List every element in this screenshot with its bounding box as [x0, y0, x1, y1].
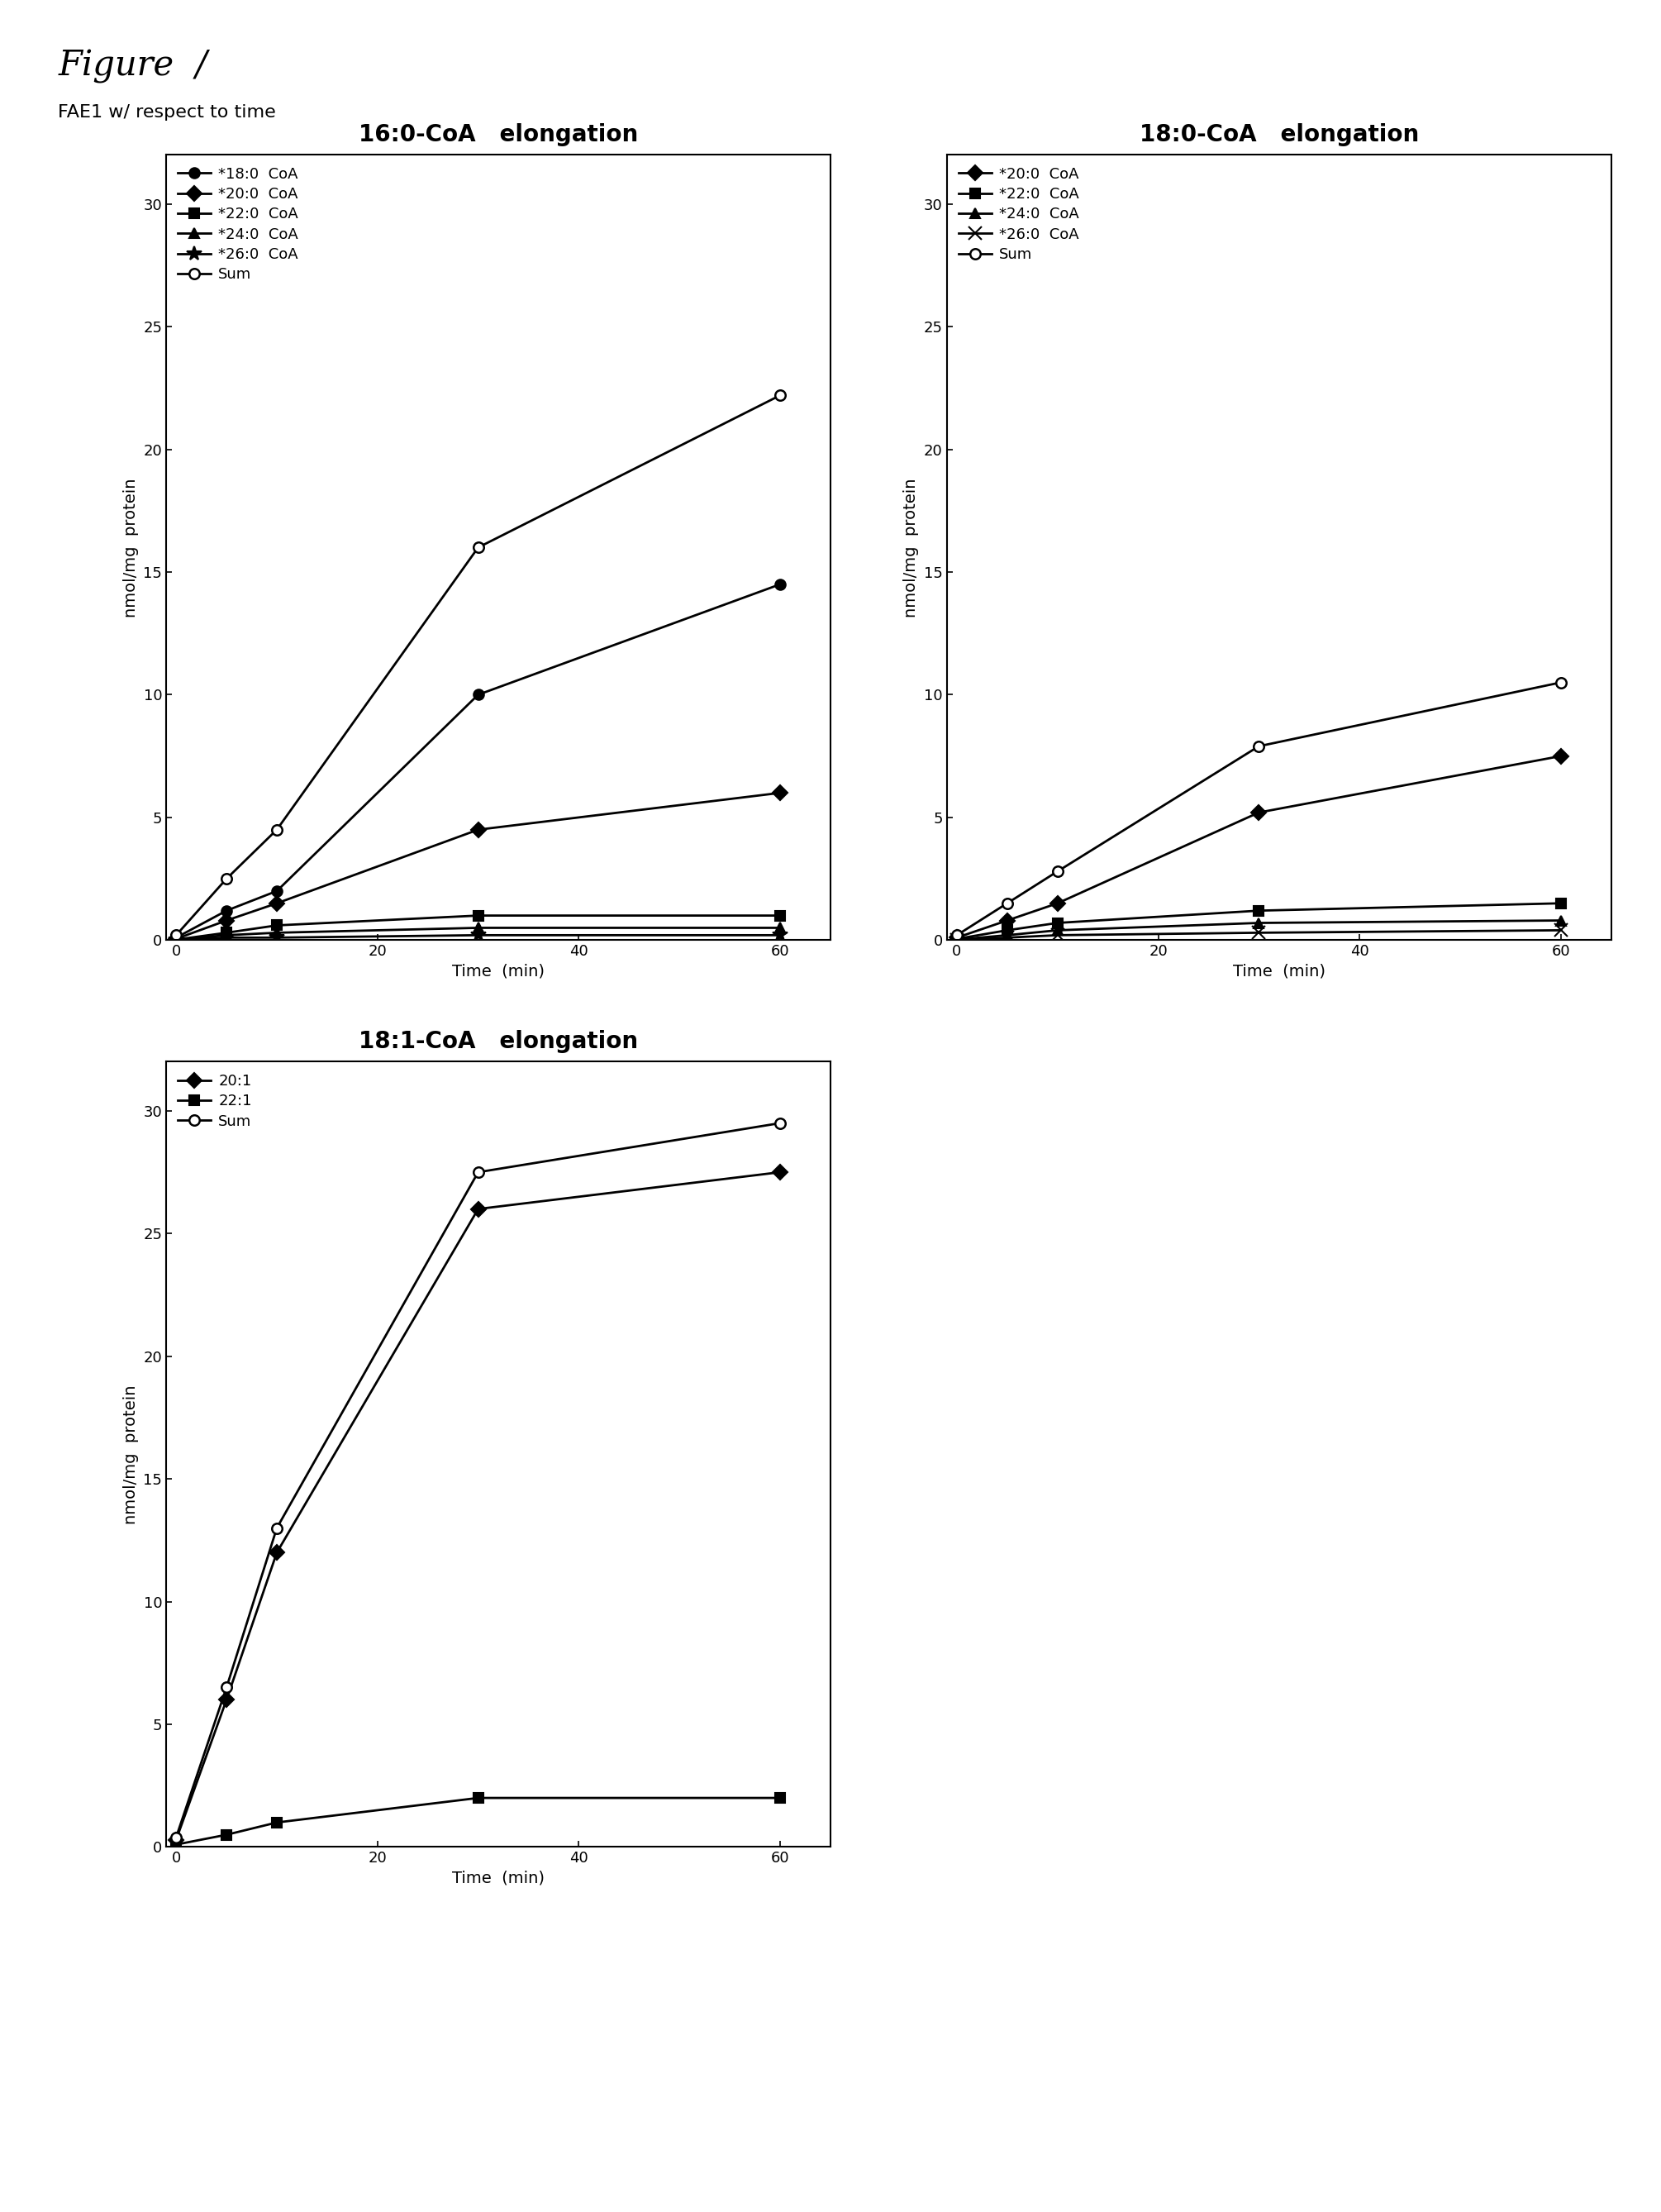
- Line: *18:0  CoA: *18:0 CoA: [171, 580, 786, 942]
- *26:0  CoA: [468, 922, 488, 949]
- 20:1: [468, 1197, 488, 1223]
- *26:0  CoA: [216, 925, 236, 951]
- Line: *24:0  CoA: *24:0 CoA: [952, 916, 1566, 945]
- Line: Sum: Sum: [171, 1117, 786, 1843]
- Sum: [947, 922, 967, 949]
- *20:0  CoA: [1551, 743, 1571, 770]
- *24:0  CoA: [1551, 907, 1571, 933]
- Text: FAE1 w/ respect to time: FAE1 w/ respect to time: [58, 104, 276, 119]
- X-axis label: Time  (min): Time (min): [1232, 964, 1325, 980]
- *24:0  CoA: [468, 914, 488, 940]
- Line: 20:1: 20:1: [171, 1168, 786, 1845]
- *26:0  CoA: [997, 925, 1017, 951]
- *20:0  CoA: [166, 925, 186, 951]
- *22:0  CoA: [1249, 898, 1269, 925]
- *22:0  CoA: [1551, 889, 1571, 916]
- Line: *22:0  CoA: *22:0 CoA: [171, 911, 786, 945]
- Line: *26:0  CoA: *26:0 CoA: [169, 927, 787, 947]
- X-axis label: Time  (min): Time (min): [452, 964, 545, 980]
- Sum: [267, 816, 287, 843]
- 20:1: [771, 1159, 791, 1186]
- 22:1: [216, 1820, 236, 1847]
- Sum: [468, 535, 488, 562]
- Legend: *20:0  CoA, *22:0  CoA, *24:0  CoA, *26:0  CoA, Sum: *20:0 CoA, *22:0 CoA, *24:0 CoA, *26:0 C…: [953, 161, 1083, 268]
- *20:0  CoA: [1048, 889, 1068, 916]
- *24:0  CoA: [166, 927, 186, 953]
- Sum: [771, 1110, 791, 1137]
- *24:0  CoA: [1249, 909, 1269, 936]
- *20:0  CoA: [267, 889, 287, 916]
- Sum: [216, 865, 236, 891]
- *22:0  CoA: [166, 927, 186, 953]
- *20:0  CoA: [771, 779, 791, 805]
- 20:1: [267, 1540, 287, 1566]
- *26:0  CoA: [1249, 920, 1269, 947]
- *26:0  CoA: [947, 927, 967, 953]
- *22:0  CoA: [947, 925, 967, 951]
- Line: *20:0  CoA: *20:0 CoA: [952, 750, 1566, 942]
- Text: Figure  /: Figure /: [58, 49, 208, 84]
- Y-axis label: nmol/mg  protein: nmol/mg protein: [904, 478, 919, 617]
- *20:0  CoA: [1249, 799, 1269, 825]
- *20:0  CoA: [997, 907, 1017, 933]
- *24:0  CoA: [947, 927, 967, 953]
- *26:0  CoA: [771, 922, 791, 949]
- *18:0  CoA: [216, 898, 236, 925]
- *18:0  CoA: [166, 925, 186, 951]
- 20:1: [166, 1827, 186, 1854]
- *18:0  CoA: [771, 571, 791, 597]
- *24:0  CoA: [997, 922, 1017, 949]
- *18:0  CoA: [468, 681, 488, 708]
- *20:0  CoA: [947, 925, 967, 951]
- *26:0  CoA: [1551, 918, 1571, 945]
- *24:0  CoA: [267, 920, 287, 947]
- Sum: [771, 383, 791, 409]
- Sum: [166, 922, 186, 949]
- *20:0  CoA: [468, 816, 488, 843]
- *22:0  CoA: [1048, 909, 1068, 936]
- Line: *24:0  CoA: *24:0 CoA: [171, 922, 786, 945]
- Sum: [1551, 670, 1571, 697]
- *26:0  CoA: [166, 927, 186, 953]
- Sum: [166, 1825, 186, 1851]
- 20:1: [216, 1686, 236, 1712]
- Y-axis label: nmol/mg  protein: nmol/mg protein: [123, 1385, 138, 1524]
- Line: 22:1: 22:1: [171, 1792, 786, 1849]
- *18:0  CoA: [267, 878, 287, 905]
- 22:1: [468, 1785, 488, 1812]
- *22:0  CoA: [997, 918, 1017, 945]
- Line: Sum: Sum: [952, 677, 1566, 940]
- *26:0  CoA: [1048, 922, 1068, 949]
- 22:1: [166, 1832, 186, 1858]
- Title: 18:1-CoA   elongation: 18:1-CoA elongation: [359, 1031, 638, 1053]
- *20:0  CoA: [216, 907, 236, 933]
- Sum: [1249, 732, 1269, 759]
- *24:0  CoA: [216, 922, 236, 949]
- Sum: [997, 889, 1017, 916]
- *24:0  CoA: [1048, 918, 1068, 945]
- 22:1: [771, 1785, 791, 1812]
- Title: 16:0-CoA   elongation: 16:0-CoA elongation: [359, 124, 638, 146]
- Sum: [1048, 858, 1068, 885]
- *24:0  CoA: [771, 914, 791, 940]
- *22:0  CoA: [771, 902, 791, 929]
- Line: Sum: Sum: [171, 389, 786, 940]
- Legend: *18:0  CoA, *20:0  CoA, *22:0  CoA, *24:0  CoA, *26:0  CoA, Sum: *18:0 CoA, *20:0 CoA, *22:0 CoA, *24:0 C…: [173, 161, 302, 288]
- *22:0  CoA: [468, 902, 488, 929]
- Line: *22:0  CoA: *22:0 CoA: [952, 898, 1566, 945]
- Legend: 20:1, 22:1, Sum: 20:1, 22:1, Sum: [173, 1068, 256, 1133]
- Line: *26:0  CoA: *26:0 CoA: [950, 925, 1566, 947]
- Title: 18:0-CoA   elongation: 18:0-CoA elongation: [1139, 124, 1418, 146]
- X-axis label: Time  (min): Time (min): [452, 1871, 545, 1887]
- Y-axis label: nmol/mg  protein: nmol/mg protein: [123, 478, 138, 617]
- Sum: [468, 1159, 488, 1186]
- *22:0  CoA: [267, 911, 287, 938]
- Sum: [267, 1515, 287, 1542]
- Sum: [216, 1674, 236, 1701]
- *26:0  CoA: [267, 925, 287, 951]
- Line: *20:0  CoA: *20:0 CoA: [171, 787, 786, 945]
- *22:0  CoA: [216, 920, 236, 947]
- 22:1: [267, 1809, 287, 1836]
